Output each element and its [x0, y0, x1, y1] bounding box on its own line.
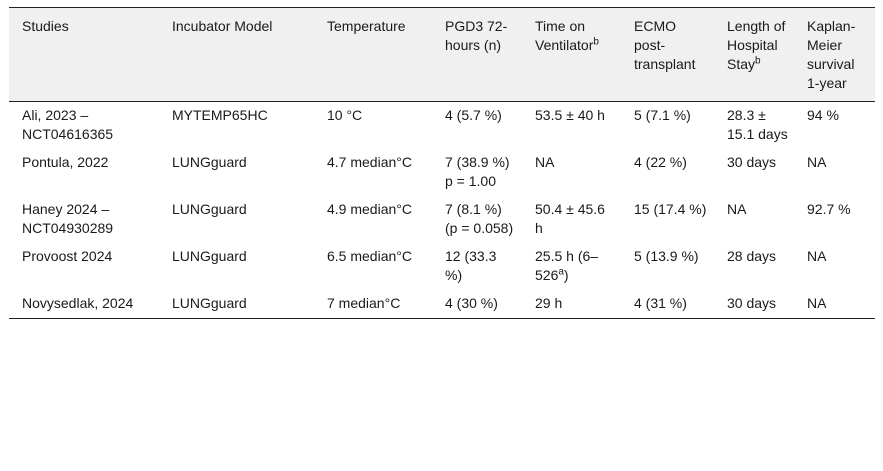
header-studies: Studies [9, 7, 159, 102]
cell-survival: 94 % [807, 107, 839, 123]
cell-incubator-model: MYTEMP65HC [172, 107, 268, 123]
table-row: Pontula, 2022 LUNGguard 4.7 median°C 7 (… [9, 149, 875, 196]
header-incubator-model: Incubator Model [159, 7, 314, 102]
cell-incubator-model: LUNGguard [159, 290, 314, 319]
cell-ecmo: 4 (22 %) [634, 154, 687, 170]
cell-incubator-model: LUNGguard [172, 201, 247, 217]
cell-ecmo: 4 (31 %) [621, 290, 714, 319]
cell-ventilator: 50.4 ± 45.6 h [535, 201, 605, 236]
cell-survival: NA [807, 248, 827, 264]
cell-pgd3: 4 (30 %) [432, 290, 522, 319]
cell-studies: Novysedlak, 2024 [9, 290, 159, 319]
cell-studies: Pontula, 2022 [22, 154, 109, 170]
cell-pgd3: 7 (38.9 %) p = 1.00 [445, 154, 510, 189]
cell-temperature: 4.9 median°C [327, 201, 412, 217]
cell-temperature: 4.7 median°C [327, 154, 412, 170]
cell-pgd3: 7 (8.1 %) (p = 0.058) [445, 201, 514, 236]
header-ventilator-footnote: b [593, 36, 599, 48]
cell-survival: NA [794, 290, 875, 319]
header-hospital-stay-footnote: b [755, 55, 761, 67]
cell-hospital-stay: 30 days [727, 154, 777, 170]
header-temperature: Temperature [314, 7, 432, 102]
cell-ventilator: 29 h [522, 290, 621, 319]
cell-survival: 92.7 % [807, 201, 851, 217]
cell-temperature: 7 median°C [314, 290, 432, 319]
cell-pgd3: 12 (33.3 %) [445, 248, 497, 283]
header-ecmo: ECMO post-transplant [621, 7, 714, 102]
cell-incubator-model: LUNGguard [172, 154, 247, 170]
header-pgd3: PGD3 72-hours (n) [432, 7, 522, 102]
cell-ventilator: 53.5 ± 40 h [535, 107, 605, 123]
table-row: Ali, 2023 – NCT04616365 MYTEMP65HC 10 °C… [9, 102, 875, 150]
cell-studies: Ali, 2023 – NCT04616365 [22, 107, 114, 142]
cell-pgd3: 4 (5.7 %) [445, 107, 502, 123]
cell-ventilator: 25.5 h (6–526a) [522, 243, 621, 290]
cell-temperature: 10 °C [327, 107, 363, 123]
header-hospital-stay-label: Length of Hospital Stay [727, 18, 786, 72]
cell-studies: Haney 2024 – NCT04930289 [22, 201, 114, 236]
cell-hospital-stay: 28.3 ± 15.1 days [727, 107, 788, 142]
cell-ecmo: 5 (7.1 %) [634, 107, 691, 123]
cell-hospital-stay: 28 days [727, 248, 777, 264]
cell-hospital-stay: NA [727, 201, 747, 217]
cell-ventilator-tail: ) [563, 267, 569, 283]
header-hospital-stay: Length of Hospital Stayb [714, 7, 794, 102]
cell-incubator-model: LUNGguard [172, 248, 247, 264]
header-row: Studies Incubator Model Temperature PGD3… [9, 7, 875, 102]
header-ventilator-label: Time on Ventilator [535, 18, 594, 53]
cell-temperature: 6.5 median°C [327, 248, 412, 264]
table-row: Novysedlak, 2024 LUNGguard 7 median°C 4 … [9, 290, 875, 319]
cell-survival: NA [807, 154, 827, 170]
cell-hospital-stay: 30 days [714, 290, 794, 319]
cell-ventilator-footnote: a [558, 266, 564, 278]
studies-table: Studies Incubator Model Temperature PGD3… [9, 7, 875, 319]
cell-ecmo: 5 (13.9 %) [634, 248, 699, 264]
cell-ventilator-value: 25.5 h (6–526 [535, 248, 599, 283]
table-row: Haney 2024 – NCT04930289 LUNGguard 4.9 m… [9, 196, 875, 243]
header-ventilator: Time on Ventilatorb [522, 7, 621, 102]
header-survival: Kaplan-Meier survival 1-year [794, 7, 875, 102]
cell-ecmo: 15 (17.4 %) [634, 201, 707, 217]
cell-ventilator: NA [535, 154, 555, 170]
cell-studies: Provoost 2024 [22, 248, 113, 264]
table-row: Provoost 2024 LUNGguard 6.5 median°C 12 … [9, 243, 875, 290]
